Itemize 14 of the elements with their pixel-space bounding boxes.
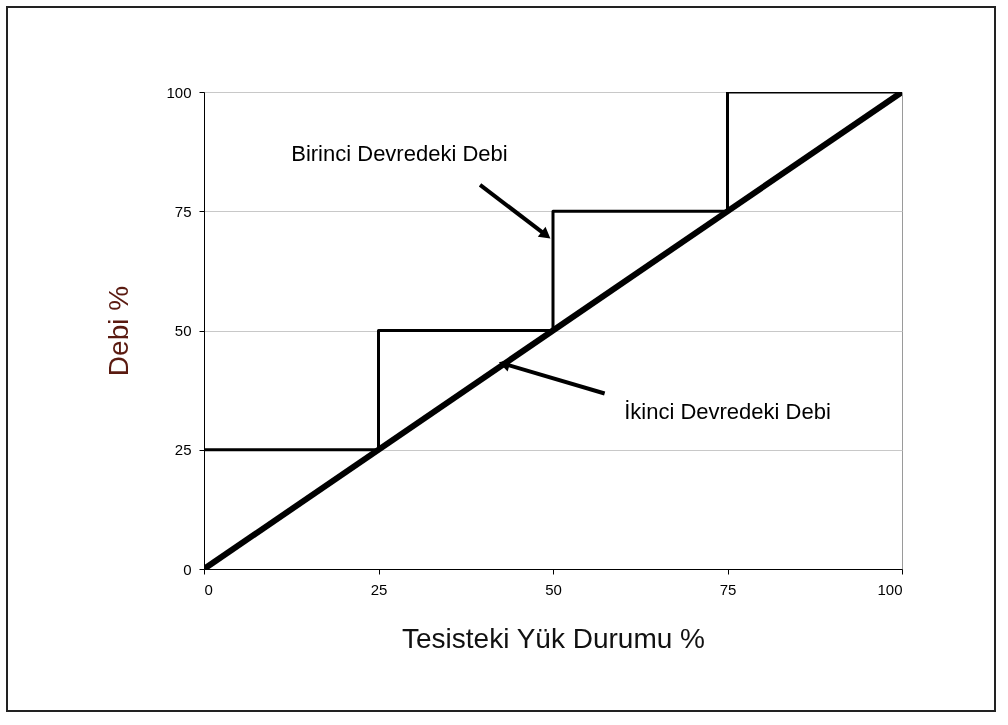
y-tick-label: 25 (174, 441, 192, 459)
x-axis-title: Tesisteki Yük Durumu % (402, 622, 705, 654)
x-tick-label: 25 (370, 580, 388, 598)
annotation: İkinci Devredeki Debi (624, 398, 831, 424)
x-tick-label: 0 (204, 580, 213, 598)
x-tick-label: 50 (545, 580, 562, 598)
x-tick-label: 100 (877, 580, 903, 598)
y-tick-label: 75 (174, 202, 192, 220)
x-tick-label: 75 (719, 580, 737, 598)
y-tick-label: 50 (174, 322, 192, 339)
annotation: Birinci Devredeki Debi (291, 141, 508, 167)
y-axis-title: Debi % (103, 285, 135, 377)
y-tick-label: 0 (183, 560, 192, 578)
y-tick-label: 100 (166, 83, 192, 101)
